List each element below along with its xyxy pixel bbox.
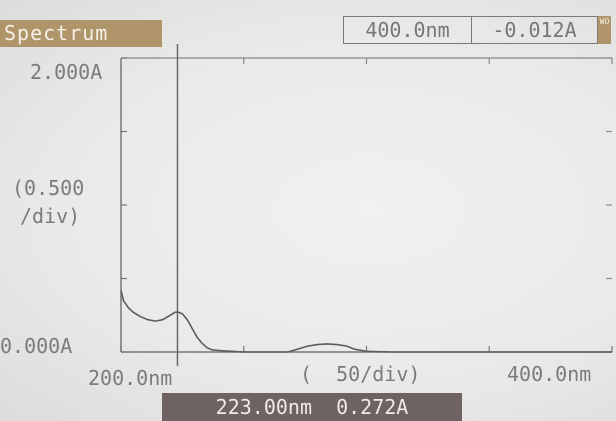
cursor-readout: 223.00nm 0.272A xyxy=(162,393,462,421)
y-axis-max-label: 2.000A xyxy=(30,60,103,84)
mini-status-badge: WO xyxy=(598,16,611,44)
x-axis-scale-label: ( 50/div) xyxy=(300,362,421,386)
mode-title: Spectrum xyxy=(0,20,162,47)
x-axis-min-label: 200.0nm xyxy=(88,366,173,390)
wavelength-readout: 400.0nm xyxy=(343,16,472,44)
y-axis-min-label: 0.000A xyxy=(0,334,73,358)
spectrum-trace xyxy=(120,290,612,353)
plot-frame xyxy=(120,57,612,353)
y-axis-scale-unit-label: /div) xyxy=(20,204,81,228)
absorbance-readout: -0.012A xyxy=(471,16,598,44)
x-axis-max-label: 400.0nm xyxy=(507,362,592,386)
y-axis-scale-label: (0.500 xyxy=(12,176,85,200)
plot-ticks xyxy=(120,57,613,353)
